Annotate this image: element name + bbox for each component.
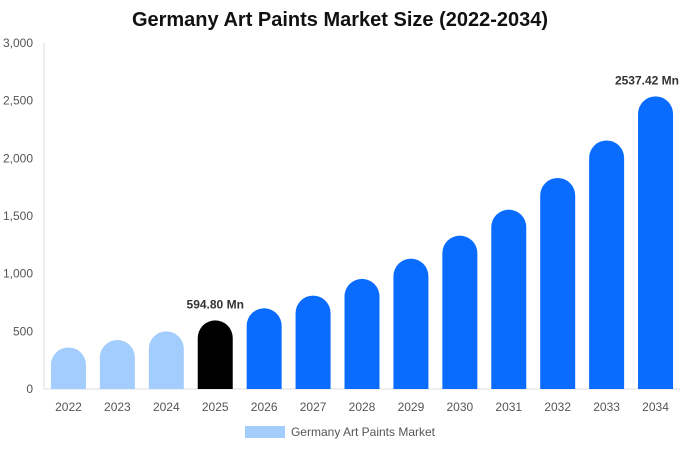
legend-swatch	[244, 426, 285, 438]
x-tick-label: 2023	[104, 400, 131, 414]
x-tick-label: 2033	[593, 400, 620, 414]
x-tick-label: 2022	[55, 400, 82, 414]
x-tick-label: 2034	[642, 400, 669, 414]
x-tick-label: 2032	[544, 400, 571, 414]
x-tick-label: 2027	[300, 400, 327, 414]
labels: 594.80 Mn 2537.42 Mn	[187, 73, 679, 311]
bar-2034[interactable]	[638, 96, 674, 390]
x-tick-label: 2031	[495, 400, 522, 414]
data-label-2025: 594.80 Mn	[187, 297, 244, 311]
bar-2032[interactable]	[540, 177, 576, 389]
x-tick-label: 2026	[251, 400, 278, 414]
y-tick-label: 500	[13, 324, 33, 338]
y-tick-label: 3,000	[3, 36, 33, 50]
x-tick-label: 2024	[153, 400, 180, 414]
bar-2028[interactable]	[344, 278, 380, 389]
y-tick-label: 1,500	[3, 209, 33, 223]
legend[interactable]: Germany Art Paints Market	[0, 425, 680, 439]
bar-2025[interactable]	[197, 320, 233, 389]
chart-title: Germany Art Paints Market Size (2022-203…	[131, 9, 549, 31]
x-tick-label: 2030	[446, 400, 473, 414]
bar-2023[interactable]	[99, 339, 135, 389]
bar-2027[interactable]	[295, 295, 331, 389]
bar-2031[interactable]	[491, 209, 527, 389]
bar-2029[interactable]	[393, 258, 429, 389]
x-tick-label: 2025	[202, 400, 229, 414]
legend-label: Germany Art Paints Market	[290, 425, 436, 439]
y-tick-label: 1,000	[3, 267, 33, 281]
axes: 0 500 1,000 1,500 2,000 2,500 3,000 2022 2023 202…	[3, 36, 680, 414]
bar-2033[interactable]	[589, 140, 625, 389]
bar-2026[interactable]	[246, 308, 282, 389]
bar-2022[interactable]	[50, 347, 86, 389]
x-tick-label: 2028	[349, 400, 376, 414]
bar-2024[interactable]	[148, 331, 184, 389]
x-tick-label: 2029	[398, 400, 425, 414]
y-tick-label: 0	[26, 382, 33, 396]
y-tick-label: 2,500	[3, 94, 33, 108]
bar-2030[interactable]	[442, 235, 478, 389]
y-tick-label: 2,000	[3, 151, 33, 165]
data-label-2034: 2537.42 Mn	[615, 73, 679, 87]
bars	[50, 96, 674, 390]
